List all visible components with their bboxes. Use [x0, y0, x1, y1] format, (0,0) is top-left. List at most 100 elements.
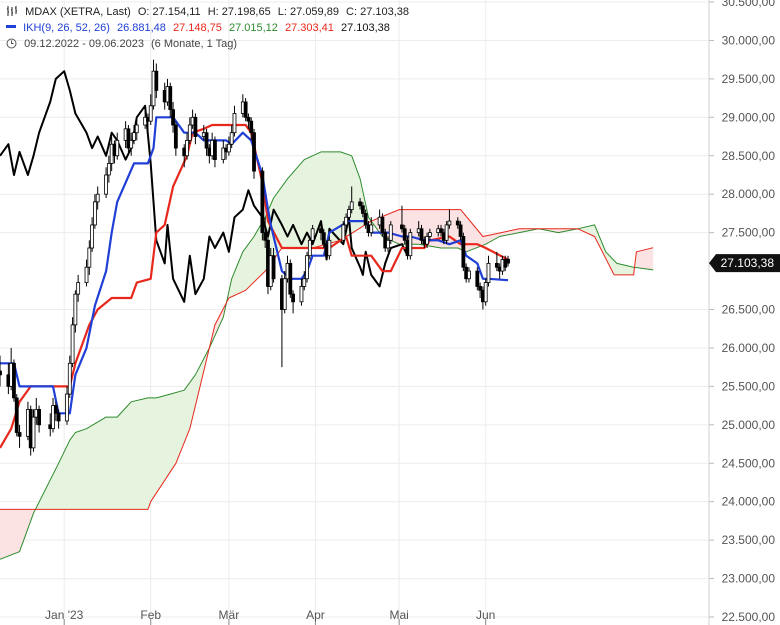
- candle-body: [260, 170, 265, 234]
- candle-body: [14, 397, 19, 433]
- candle-body: [327, 239, 332, 257]
- candle-body: [310, 228, 315, 241]
- ikh-senkou-a-value: 27.015,12: [228, 22, 278, 34]
- candle-body: [243, 101, 248, 118]
- y-tick-label: 23.000,00: [722, 572, 776, 586]
- y-tick-label: 25.000,00: [722, 418, 776, 432]
- candle-body: [486, 262, 491, 283]
- legend-range: 09.12.2022 - 09.06.2023 (6 Monate, 1 Tag…: [6, 38, 241, 50]
- cloud-bearish-area: [0, 507, 37, 560]
- high-value: H: 27.198,65: [207, 6, 271, 18]
- candle-body: [478, 286, 483, 291]
- candle-body: [249, 120, 254, 134]
- candle-body: [369, 224, 374, 234]
- cloud-bullish-area: [36, 336, 213, 510]
- cloud-bearish-area: [636, 247, 654, 270]
- candle-body: [506, 258, 510, 264]
- y-tick-label: 28.500,00: [722, 149, 776, 163]
- y-tick-label: 25.500,00: [722, 379, 776, 393]
- cloud-bearish-area: [541, 228, 578, 233]
- candle-body: [171, 109, 175, 126]
- candle-body: [226, 143, 231, 153]
- chart-grid: [0, 0, 710, 625]
- candle-body: [187, 124, 192, 141]
- candle-body: [360, 205, 365, 214]
- period-label: (6 Monate, 1 Tag): [151, 38, 238, 50]
- candle-body: [458, 224, 463, 237]
- candle-body: [494, 262, 499, 268]
- ikh-tenkan-value: 26.881,48: [116, 22, 166, 34]
- candle-body: [53, 405, 58, 414]
- legend-ohlc: MDAX (XETRA, Last) O: 27.154,11 H: 27.19…: [6, 6, 413, 18]
- candle-body: [475, 270, 480, 287]
- y-tick-label: 24.500,00: [722, 456, 776, 470]
- ikh-swatch-icon: [6, 25, 16, 28]
- candle-body: [302, 278, 307, 287]
- ikh-chikou-value: 27.103,38: [340, 22, 390, 34]
- candle-body: [67, 362, 72, 395]
- senkou-a-line: [0, 151, 654, 560]
- last-price-label: 27.103,38: [709, 254, 780, 273]
- candle-body: [321, 232, 326, 245]
- candle-body: [73, 293, 78, 326]
- candle-body: [483, 282, 488, 303]
- y-tick-label: 26.000,00: [722, 341, 776, 355]
- candle-body: [84, 266, 89, 283]
- y-tick-label: 23.500,00: [722, 533, 776, 547]
- candle-body: [134, 124, 139, 134]
- candle-body: [132, 132, 136, 141]
- candle-body: [65, 393, 69, 422]
- last-price-label-box: [709, 254, 780, 273]
- y-tick-label: 26.500,00: [722, 303, 776, 317]
- candle-body: [204, 132, 209, 149]
- candle-body: [246, 116, 251, 122]
- candle-body: [467, 270, 471, 280]
- candle-body: [400, 224, 404, 230]
- x-tick-label: Mai: [389, 608, 408, 622]
- candle-body: [95, 193, 100, 203]
- open-value: O: 27.154,11: [137, 6, 201, 18]
- y-tick-label: 29.500,00: [722, 72, 776, 86]
- candle-body: [126, 128, 131, 149]
- y-tick-label: 27.500,00: [722, 226, 776, 240]
- y-tick-label: 30.500,00: [722, 0, 776, 9]
- candle-body: [349, 201, 354, 210]
- ohlc-icon: [6, 6, 18, 16]
- candle-body: [31, 416, 36, 449]
- ikh-senkou-b-value: 27.303,41: [284, 22, 334, 34]
- x-axis: Jan '23 Feb Mär Apr Mai Jun: [45, 608, 495, 625]
- candle-body: [344, 216, 349, 226]
- candle-body: [12, 362, 16, 399]
- candle-body: [232, 113, 237, 134]
- candle-body: [185, 139, 189, 157]
- candle-body: [282, 278, 287, 310]
- candle-body: [305, 255, 309, 280]
- candle-body: [386, 239, 390, 249]
- candle-body: [363, 213, 368, 226]
- candle-body: [402, 228, 407, 241]
- candle-body: [408, 232, 413, 257]
- candle-body: [380, 216, 385, 234]
- candle-body: [347, 209, 351, 218]
- last-price-label-text: 27.103,38: [721, 256, 775, 270]
- candle-body: [70, 324, 75, 364]
- candle-body: [341, 224, 346, 241]
- candle-body: [299, 286, 304, 303]
- legend-ikh: IKH(9, 26, 52, 26) 26.881,48 27.148,75 2…: [6, 22, 394, 34]
- candle-body: [307, 239, 312, 257]
- cloud-bearish-area: [212, 291, 229, 342]
- candle-body: [447, 220, 452, 226]
- candle-body: [129, 139, 134, 149]
- candle-body: [87, 247, 92, 268]
- candle-body: [461, 236, 466, 268]
- candle-body: [439, 228, 443, 234]
- candle-body: [193, 116, 198, 137]
- candle-body: [319, 228, 323, 234]
- cloud-bullish-area: [577, 224, 637, 275]
- candle-body: [76, 282, 81, 295]
- ikh-name: IKH(9, 26, 52, 26): [23, 22, 110, 34]
- y-tick-label: 24.000,00: [722, 495, 776, 509]
- ichimoku-cloud: [0, 151, 654, 560]
- candle-body: [358, 201, 362, 207]
